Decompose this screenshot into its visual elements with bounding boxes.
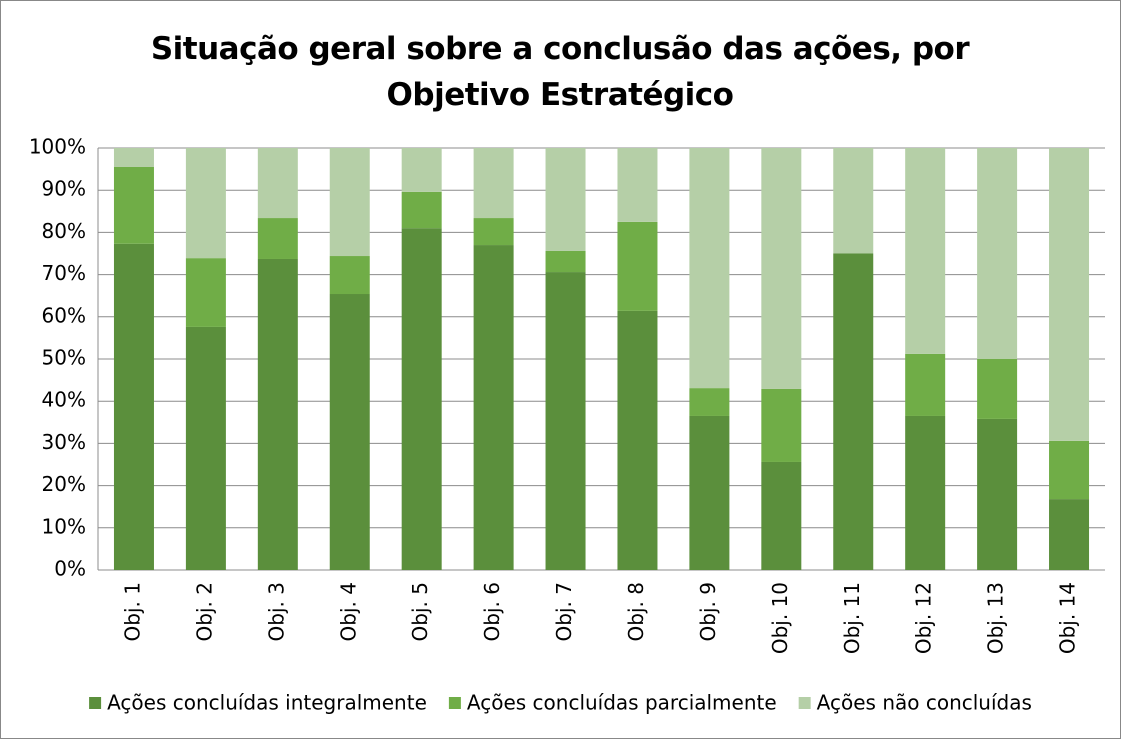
bar-segment bbox=[905, 415, 946, 570]
bar-segment bbox=[761, 388, 802, 462]
bar-segment bbox=[401, 148, 442, 192]
legend-swatch bbox=[448, 697, 461, 709]
x-tick-label: Obj. 12 bbox=[912, 582, 936, 654]
bar-segment bbox=[257, 258, 298, 570]
x-tick-label: Obj. 13 bbox=[984, 582, 1008, 654]
bar-segment bbox=[1049, 148, 1090, 441]
bar-segment bbox=[257, 218, 298, 259]
bar-segment bbox=[257, 148, 298, 219]
legend: Ações concluídas integralmente Ações conc… bbox=[89, 691, 1032, 715]
x-tick-label: Obj. 11 bbox=[840, 582, 864, 654]
y-tick-label: 40% bbox=[42, 388, 86, 412]
bar-segment bbox=[329, 294, 370, 570]
x-tick-label: Obj. 6 bbox=[480, 582, 504, 641]
bar-segment bbox=[833, 148, 874, 254]
x-tick-label: Obj. 7 bbox=[552, 582, 576, 641]
bar-segment bbox=[761, 148, 802, 389]
legend-label: Ações não concluídas bbox=[817, 691, 1032, 715]
bar-segment bbox=[545, 272, 586, 570]
legend-swatch bbox=[89, 697, 102, 709]
x-tick-label: Obj. 14 bbox=[1056, 582, 1080, 654]
x-tick-label: Obj. 1 bbox=[120, 582, 144, 641]
bar-segment bbox=[545, 148, 586, 251]
legend-swatch bbox=[798, 697, 811, 709]
bar-segment bbox=[617, 221, 658, 311]
y-tick-label: 10% bbox=[42, 514, 86, 538]
y-tick-label: 100% bbox=[29, 135, 86, 159]
bar-segment bbox=[185, 148, 226, 259]
legend-item: Ações não concluídas bbox=[798, 691, 1032, 715]
bar-segment bbox=[329, 148, 370, 257]
y-tick-label: 30% bbox=[42, 430, 86, 454]
bar-segment bbox=[473, 245, 514, 570]
bar-segment bbox=[977, 418, 1018, 570]
legend-item: Ações concluídas parcialmente bbox=[448, 691, 777, 715]
bar-segment bbox=[689, 148, 730, 389]
y-tick-label: 70% bbox=[42, 261, 86, 285]
x-tick-label: Obj. 10 bbox=[768, 582, 792, 654]
chart-title: Situação geral sobre a conclusão das açõ… bbox=[150, 31, 970, 113]
bar-segment bbox=[689, 415, 730, 570]
bar-segment bbox=[113, 243, 154, 570]
bar-segment bbox=[617, 148, 658, 222]
x-tick-label: Obj. 8 bbox=[624, 582, 648, 641]
bar-segment bbox=[473, 148, 514, 219]
x-tick-label: Obj. 5 bbox=[408, 582, 432, 641]
bar-segment bbox=[473, 218, 514, 246]
y-tick-label: 20% bbox=[42, 472, 86, 496]
bar-segment bbox=[1049, 499, 1090, 570]
bar-segment bbox=[977, 359, 1018, 419]
bar-segment bbox=[185, 326, 226, 570]
bar-segment bbox=[401, 191, 442, 229]
legend-item: Ações concluídas integralmente bbox=[89, 691, 427, 715]
bar-segment bbox=[401, 228, 442, 570]
bar-segment bbox=[905, 353, 946, 416]
bar-segment bbox=[617, 310, 658, 570]
bar-segment bbox=[113, 148, 154, 167]
bar-segment bbox=[761, 461, 802, 570]
legend-label: Ações concluídas parcialmente bbox=[467, 691, 777, 715]
bar-segment bbox=[1049, 440, 1090, 500]
y-tick-label: 60% bbox=[42, 303, 86, 327]
x-tick-label: Obj. 4 bbox=[336, 582, 360, 641]
bar-segment bbox=[329, 256, 370, 295]
legend-label: Ações concluídas integralmente bbox=[107, 691, 427, 715]
bar-segment bbox=[833, 253, 874, 570]
y-tick-label: 80% bbox=[42, 219, 86, 243]
y-tick-label: 90% bbox=[42, 177, 86, 201]
x-tick-label: Obj. 2 bbox=[192, 582, 216, 641]
bar-segment bbox=[977, 148, 1018, 359]
bar-segment bbox=[689, 388, 730, 416]
y-tick-label: 0% bbox=[54, 557, 86, 581]
x-tick-label: Obj. 3 bbox=[264, 582, 288, 641]
y-tick-label: 50% bbox=[42, 346, 86, 370]
x-tick-label: Obj. 9 bbox=[696, 582, 720, 641]
bar-segment bbox=[185, 258, 226, 327]
bar-segment bbox=[905, 148, 946, 354]
bar-segment bbox=[113, 166, 154, 244]
bar-segment bbox=[545, 250, 586, 273]
